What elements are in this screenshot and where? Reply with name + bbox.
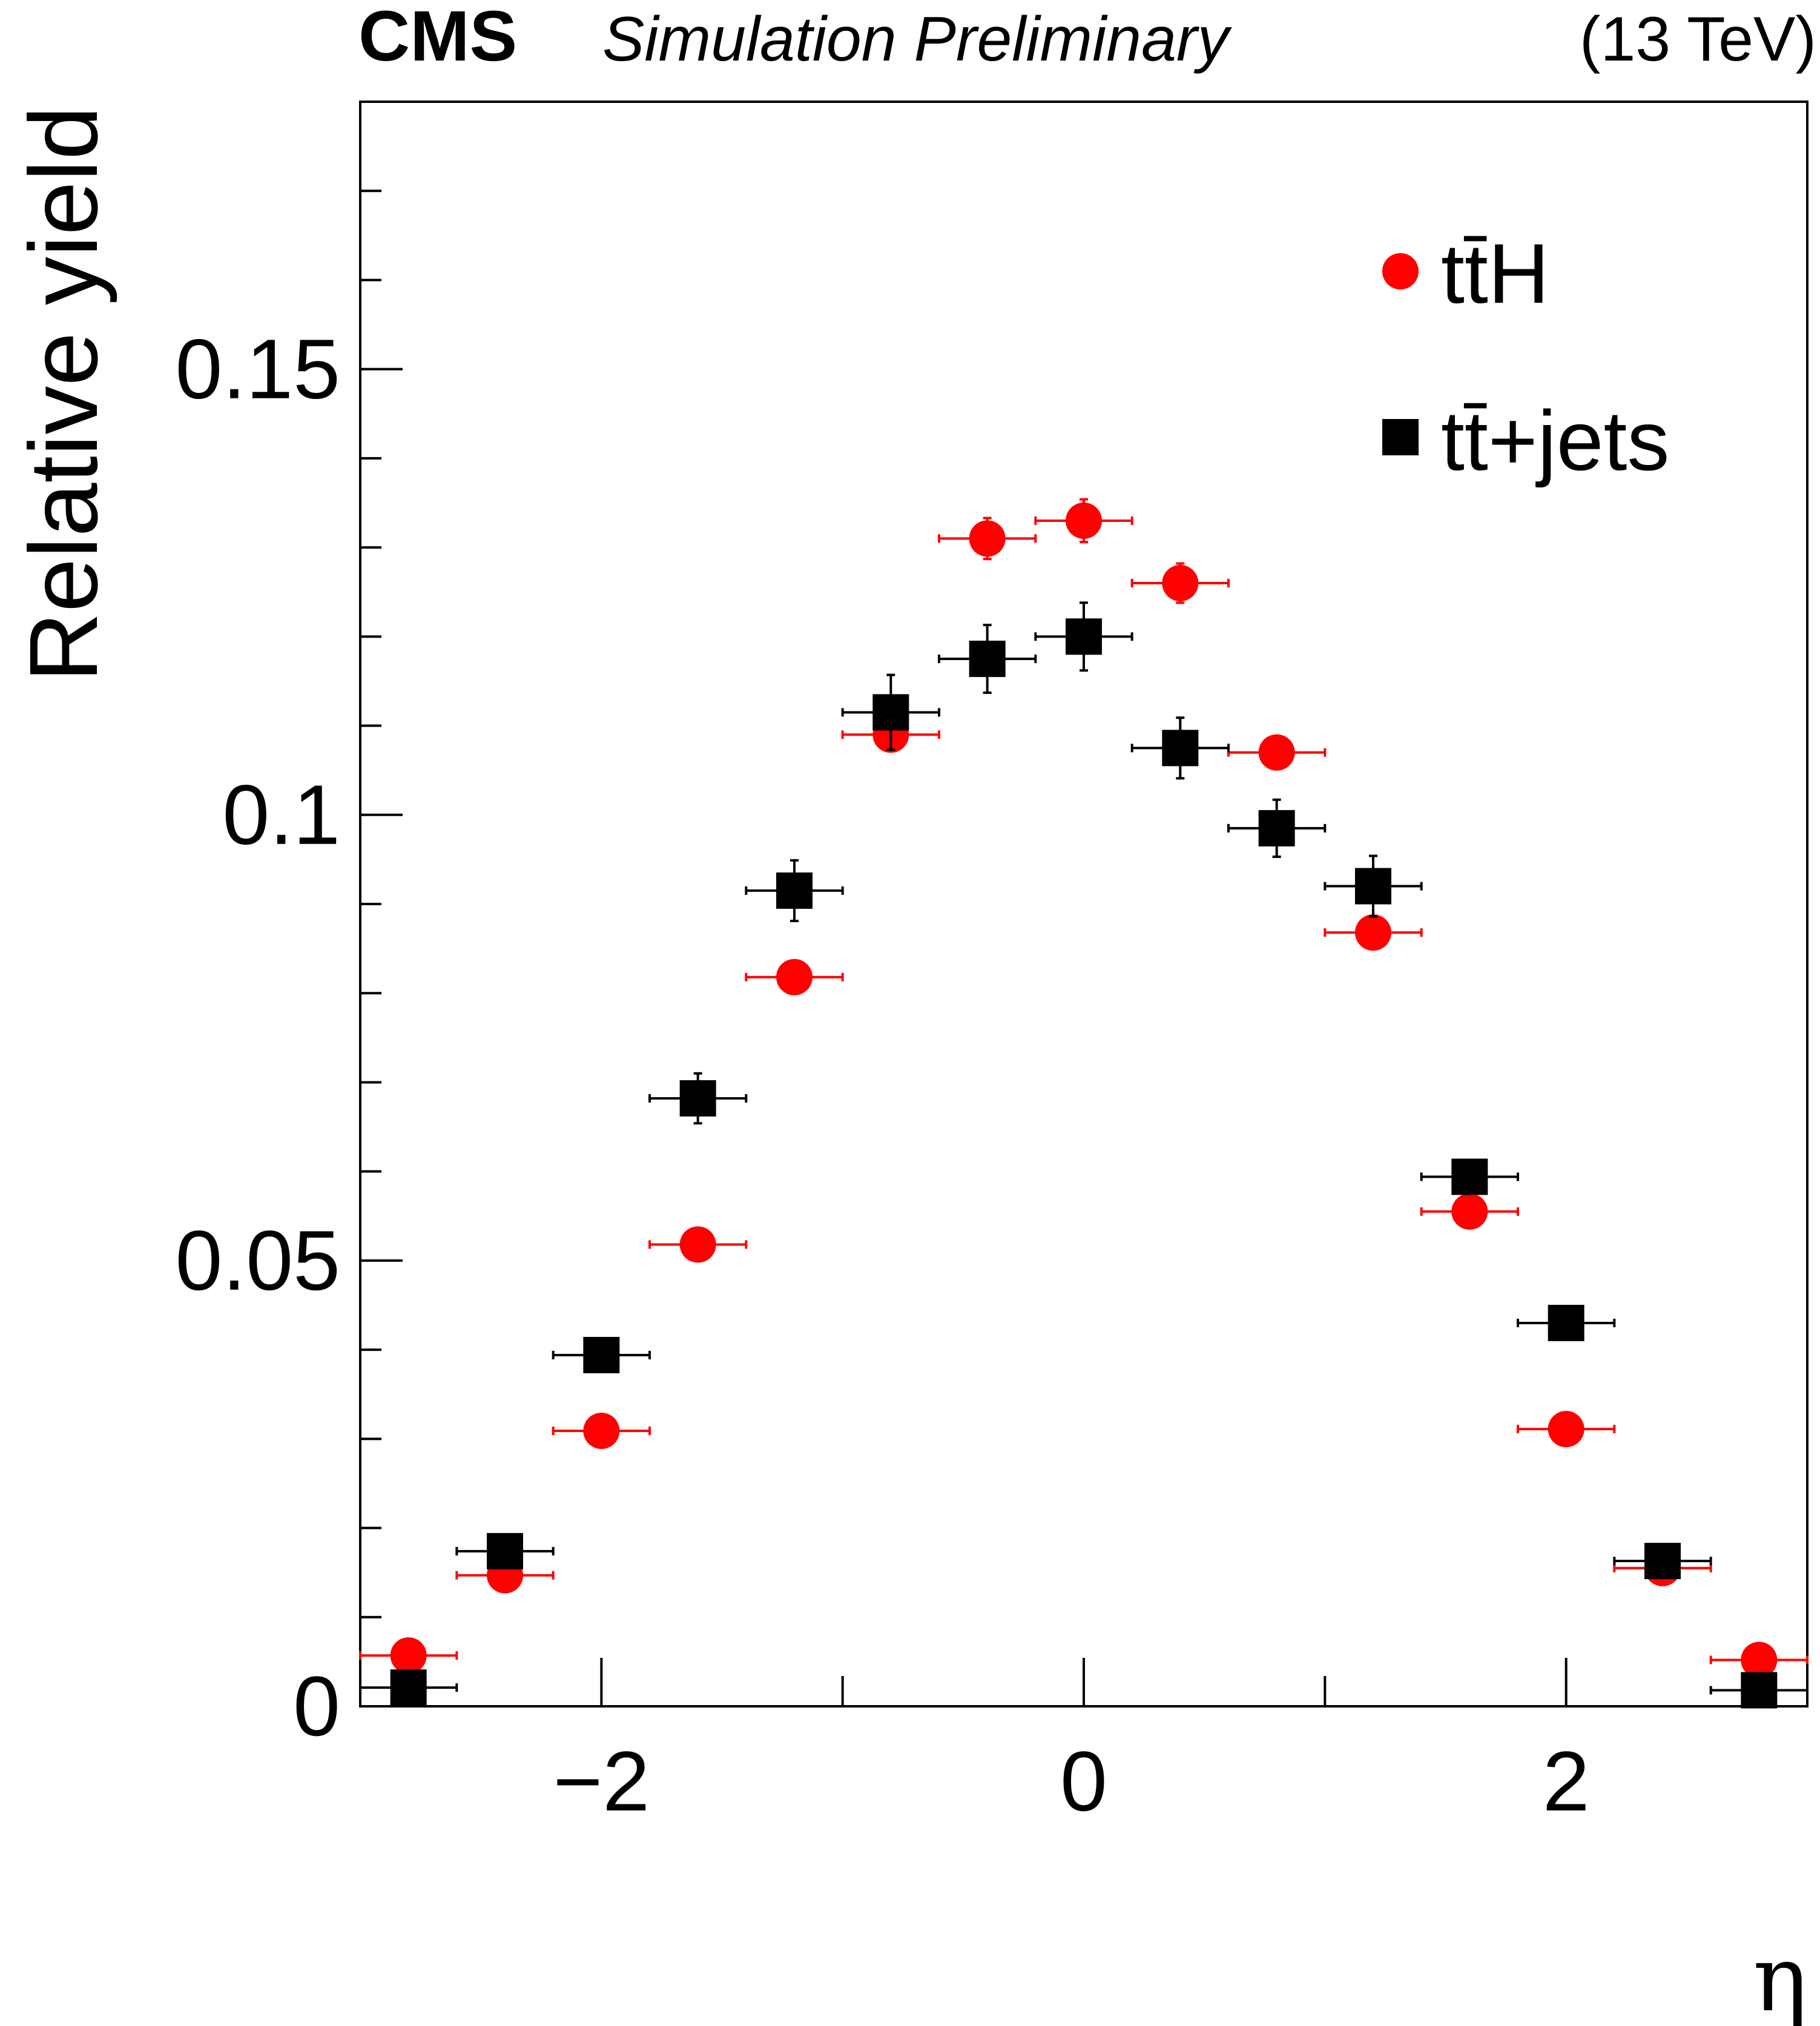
data-point-tth [776,959,813,995]
data-point-ttjets [1355,868,1391,905]
data-point-tth [1066,502,1102,539]
plot-header: CMS Simulation Preliminary (13 TeV) [358,0,1816,76]
y-axis-ticks: 0 0.05 0.1 0.15 [176,101,403,1754]
y-tick-label: 0.05 [176,1213,340,1308]
data-point-ttjets [776,872,813,909]
energy-label: (13 TeV) [1580,4,1816,74]
y-tick-label: 0.15 [176,322,340,417]
x-tick-label: −2 [553,1734,650,1829]
legend: tt̄H tt̄+jets [1382,226,1669,488]
data-series [359,498,1808,1709]
data-point-ttjets [1644,1543,1681,1580]
legend-label-tth: tt̄H [1441,226,1549,321]
data-point-ttjets [487,1533,523,1569]
data-point-tth [390,1637,427,1674]
data-point-ttjets [1548,1304,1584,1341]
legend-label-ttjets: tt̄+jets [1441,393,1669,488]
data-point-tth [583,1413,620,1450]
data-point-ttjets [679,1080,716,1117]
x-tick-label: 2 [1543,1734,1590,1829]
series-tth [359,498,1808,1678]
data-point-ttjets [1162,730,1199,767]
data-point-tth [1258,734,1295,771]
data-point-tth [1741,1642,1778,1678]
legend-marker-tth [1382,253,1419,289]
x-tick-label: 0 [1060,1734,1107,1829]
x-axis-label: η [1753,1927,1807,2026]
data-point-ttjets [872,694,909,731]
legend-marker-ttjets [1382,419,1419,455]
data-point-ttjets [390,1669,427,1706]
data-point-ttjets [969,641,1006,678]
experiment-label: CMS [358,0,517,76]
plot-frame [359,101,1808,1708]
data-point-tth [679,1226,716,1263]
data-point-tth [1162,565,1199,601]
y-tick-label: 0.1 [222,767,340,862]
x-axis-ticks: −2 0 2 [553,1658,1590,1829]
status-label: Simulation Preliminary [602,4,1233,74]
data-point-tth [1451,1193,1488,1230]
data-point-ttjets [1741,1672,1778,1709]
series-ttjets [359,601,1808,1709]
data-point-tth [1548,1411,1584,1448]
data-point-ttjets [1258,810,1295,846]
data-point-ttjets [1451,1158,1488,1195]
y-tick-label: 0 [293,1658,340,1754]
data-point-tth [969,520,1006,557]
data-point-ttjets [1066,618,1102,655]
data-point-ttjets [583,1336,620,1373]
y-axis-label: Relative yield [9,106,117,682]
data-point-tth [1355,914,1391,951]
